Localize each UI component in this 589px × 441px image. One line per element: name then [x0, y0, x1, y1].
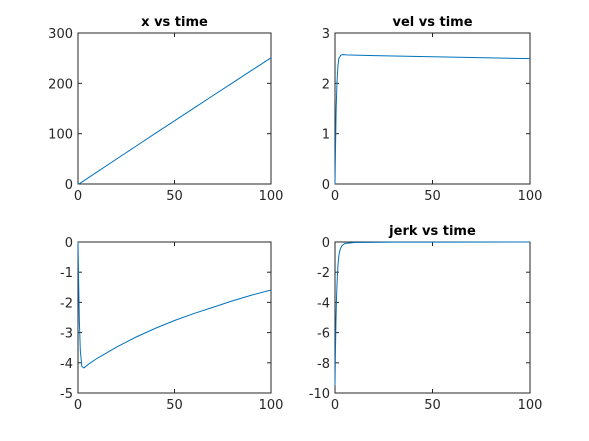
- y-tick-label: 3: [322, 27, 330, 42]
- y-tick-label: -4: [60, 357, 73, 372]
- y-tick-label: 0: [65, 178, 73, 193]
- y-tick-label: 0: [322, 178, 330, 193]
- y-tick-label: 100: [48, 128, 73, 143]
- y-tick-label: -3: [60, 327, 73, 342]
- x-tick-label: 100: [518, 189, 543, 204]
- y-tick-label: 0: [322, 236, 330, 251]
- y-tick-label: 1: [322, 128, 330, 143]
- x-tick-label: 0: [331, 189, 339, 204]
- y-tick-label: -2: [317, 266, 330, 281]
- x-tick-label: 50: [166, 189, 183, 204]
- y-tick-label: -2: [60, 296, 73, 311]
- axes-box: [77, 32, 272, 185]
- x-tick-label: 50: [166, 398, 183, 413]
- axes-box: [77, 241, 272, 394]
- series-line: [77, 57, 272, 185]
- x-tick-label: 100: [259, 398, 284, 413]
- y-tick-label: 2: [322, 77, 330, 92]
- x-tick-label: 50: [424, 398, 441, 413]
- subplot-1: 0 50 100 0 100 200 300 x vs time: [48, 15, 283, 204]
- x-tick-label: 50: [424, 189, 441, 204]
- x-tick-label: 0: [331, 398, 339, 413]
- series-line: [334, 241, 531, 386]
- y-tick-label: -4: [317, 296, 330, 311]
- series-line: [334, 54, 531, 185]
- subplot-title: jerk vs time: [388, 224, 476, 239]
- subplot-3: 0 50 100 -5 -4 -3 -2 -1 0: [60, 236, 283, 413]
- subplot-2: 0 50 100 0 1 2 3 vel vs time: [322, 15, 543, 204]
- y-tick-label: -5: [60, 387, 73, 402]
- y-tick-label: -6: [317, 327, 330, 342]
- x-tick-label: 0: [74, 398, 82, 413]
- x-tick-label: 0: [74, 189, 82, 204]
- x-tick-label: 100: [518, 398, 543, 413]
- y-tick-label: -8: [317, 357, 330, 372]
- subplot-title: x vs time: [141, 15, 208, 30]
- y-tick-label: 300: [48, 27, 73, 42]
- y-tick-label: -10: [309, 387, 330, 402]
- y-tick-label: 200: [48, 77, 73, 92]
- series-line: [77, 241, 272, 369]
- axes-box: [334, 241, 531, 394]
- y-tick-label: 0: [65, 236, 73, 251]
- subplot-title: vel vs time: [392, 15, 472, 30]
- y-tick-label: -1: [60, 266, 73, 281]
- subplot-4: 0 50 100 -10 -8 -6 -4 -2 0 jerk vs time: [309, 224, 543, 413]
- x-tick-label: 100: [259, 189, 284, 204]
